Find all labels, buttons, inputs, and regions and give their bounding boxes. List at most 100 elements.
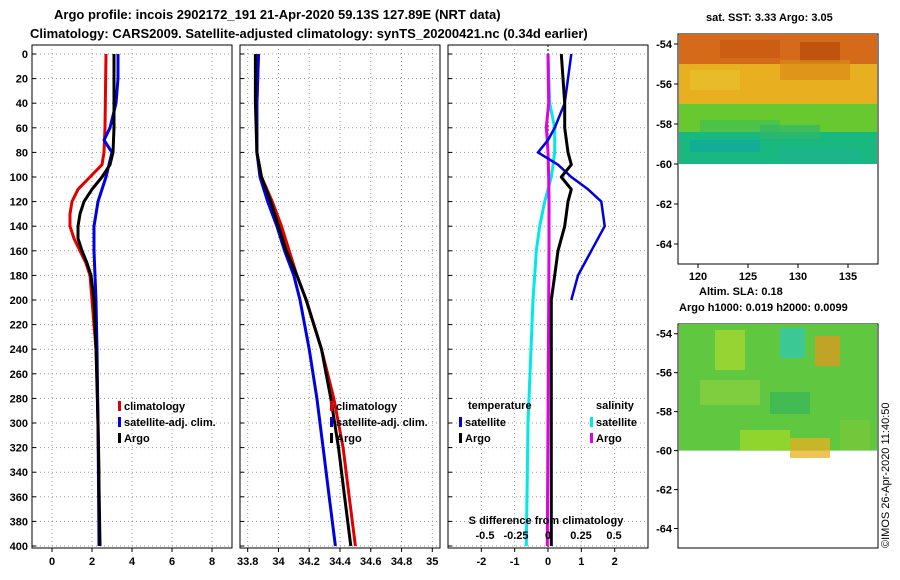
- temp-argo-line: [76, 54, 116, 547]
- diff-sal-tick-label: -0.5: [476, 530, 495, 542]
- depth-tick-label: 140: [10, 221, 28, 233]
- panel-0-xtick-label: 2: [89, 556, 95, 568]
- diff-sal-satellite-line: [524, 53, 557, 547]
- depth-tick-label: 280: [10, 393, 28, 405]
- depth-tick-label: 220: [10, 320, 28, 332]
- map-2-texture-patch: [700, 380, 760, 405]
- title-line-2: Climatology: CARS2009. Satellite-adjuste…: [30, 26, 588, 41]
- panel-1-xtick-label: 34.4: [329, 556, 351, 568]
- depth-tick-label: 100: [10, 172, 28, 184]
- panel-1-xtick-label: 33.8: [237, 556, 258, 568]
- diff-legend-sal-title: salinity: [596, 400, 635, 412]
- diff-legend-sal-satellite-label: satellite: [596, 417, 637, 429]
- map-2-texture-patch: [770, 392, 810, 414]
- map-1-texture-patch: [780, 150, 860, 162]
- temp-legend-argo-label: Argo: [124, 433, 150, 445]
- sal-legend-argo-label: Argo: [336, 433, 362, 445]
- map-1-ytick-label: -60: [656, 159, 672, 171]
- diff-legend-temp-satellite-swatch: [459, 417, 462, 427]
- diff-legend-sal-argo-label: Argo: [596, 433, 622, 445]
- map-1-texture-patch: [690, 70, 740, 90]
- panel-0-xtick-label: 0: [49, 556, 55, 568]
- depth-tick-label: 240: [10, 344, 28, 356]
- map-2-ytick-label: -64: [656, 524, 673, 536]
- diff-sal-argo-line: [544, 53, 551, 547]
- diff-temp-argo-line: [549, 53, 573, 546]
- panel-2-xtick-label: 1: [578, 556, 584, 568]
- depth-tick-label: 360: [10, 492, 28, 504]
- diff-legend-sal-satellite-swatch: [590, 417, 593, 427]
- map-1-xtick-label: 135: [839, 271, 857, 283]
- map-2-texture-patch: [780, 328, 805, 358]
- panel-1-xtick-label: 34.8: [391, 556, 412, 568]
- temp-legend-satellite-label: satellite-adj. clim.: [124, 417, 216, 429]
- map-1-ytick-label: -62: [656, 199, 672, 211]
- panel-1-xtick-label: 34: [272, 556, 285, 568]
- depth-tick-label: 160: [10, 246, 28, 258]
- diff-legend-temp-argo-swatch: [459, 433, 462, 443]
- map-1-ytick-label: -58: [656, 119, 672, 131]
- panel-2-xtick-label: -2: [476, 556, 486, 568]
- panel-2-xtick-label: -1: [510, 556, 520, 568]
- map-2-texture-patch: [815, 336, 840, 366]
- depth-tick-label: 20: [16, 74, 28, 86]
- map-2-texture-patch: [715, 330, 745, 370]
- map-2-texture-patch: [740, 430, 790, 450]
- map-1-xtick-label: 125: [739, 271, 757, 283]
- depth-tick-label: 400: [10, 541, 28, 553]
- sal-legend-argo-swatch: [330, 433, 333, 443]
- depth-tick-label: 200: [10, 295, 28, 307]
- depth-tick-label: 340: [10, 467, 28, 479]
- map-2-texture-patch: [790, 438, 830, 458]
- depth-tick-label: 0: [22, 49, 28, 61]
- sal-legend-satellite-label: satellite-adj. clim.: [336, 417, 428, 429]
- depth-tick-label: 260: [10, 369, 28, 381]
- map-1-ytick-label: -54: [656, 39, 673, 51]
- panel-1-xtick-label: 34.6: [360, 556, 381, 568]
- diff-legend-temp-argo-label: Argo: [465, 433, 491, 445]
- temp-legend-argo-swatch: [118, 433, 121, 443]
- map2-title-b: Argo h1000: 0.019 h2000: 0.0099: [679, 302, 848, 314]
- map-2-texture-patch: [840, 420, 870, 450]
- panel-0-xtick-label: 6: [169, 556, 175, 568]
- panel-2-xtick-label: 0: [545, 556, 551, 568]
- panel-0-xtick-label: 4: [129, 556, 136, 568]
- temp-legend-climatology-swatch: [118, 401, 121, 411]
- panel-0-xtick-label: 8: [209, 556, 215, 568]
- map-2-ytick-label: -54: [656, 329, 673, 341]
- map-1-texture-patch: [800, 42, 840, 62]
- depth-tick-label: 40: [16, 98, 28, 110]
- sal-legend-climatology-label: climatology: [336, 401, 398, 413]
- diff-annotation: S difference from climatology: [469, 515, 625, 527]
- title-line-1: Argo profile: incois 2902172_191 21-Apr-…: [54, 7, 501, 22]
- diff-legend-sal-argo-swatch: [590, 433, 593, 443]
- map-1-xtick-label: 130: [789, 271, 807, 283]
- diff-sal-tick-label: 0: [545, 530, 551, 542]
- diff-sal-tick-label: 0.25: [570, 530, 591, 542]
- depth-tick-label: 60: [16, 123, 28, 135]
- depth-tick-label: 80: [16, 147, 28, 159]
- map-2-ytick-label: -56: [656, 368, 672, 380]
- map-1-xtick-label: 120: [689, 271, 707, 283]
- temp-legend-satellite-swatch: [118, 417, 121, 427]
- diff-legend-temp-satellite-label: satellite: [465, 417, 506, 429]
- sal-legend-climatology-swatch: [330, 401, 333, 411]
- depth-tick-label: 320: [10, 443, 28, 455]
- map-1-ytick-label: -56: [656, 79, 672, 91]
- depth-tick-label: 180: [10, 270, 28, 282]
- map-2-ytick-label: -62: [656, 485, 672, 497]
- map2-title-a: Altim. SLA: 0.18: [699, 286, 783, 298]
- map-1-texture-patch: [720, 40, 780, 58]
- panel-1-xtick-label: 34.2: [299, 556, 320, 568]
- temp-legend-climatology-label: climatology: [124, 401, 186, 413]
- diff-legend-temp-title: temperature: [468, 400, 532, 412]
- depth-tick-label: 380: [10, 516, 28, 528]
- depth-tick-label: 300: [10, 418, 28, 430]
- depth-tick-label: 120: [10, 197, 28, 209]
- panel-2-xtick-label: 2: [612, 556, 618, 568]
- diff-sal-tick-label: 0.5: [606, 530, 621, 542]
- sal-legend-satellite-swatch: [330, 417, 333, 427]
- map-1-texture-patch: [690, 140, 760, 152]
- sal-argo-line: [253, 54, 353, 547]
